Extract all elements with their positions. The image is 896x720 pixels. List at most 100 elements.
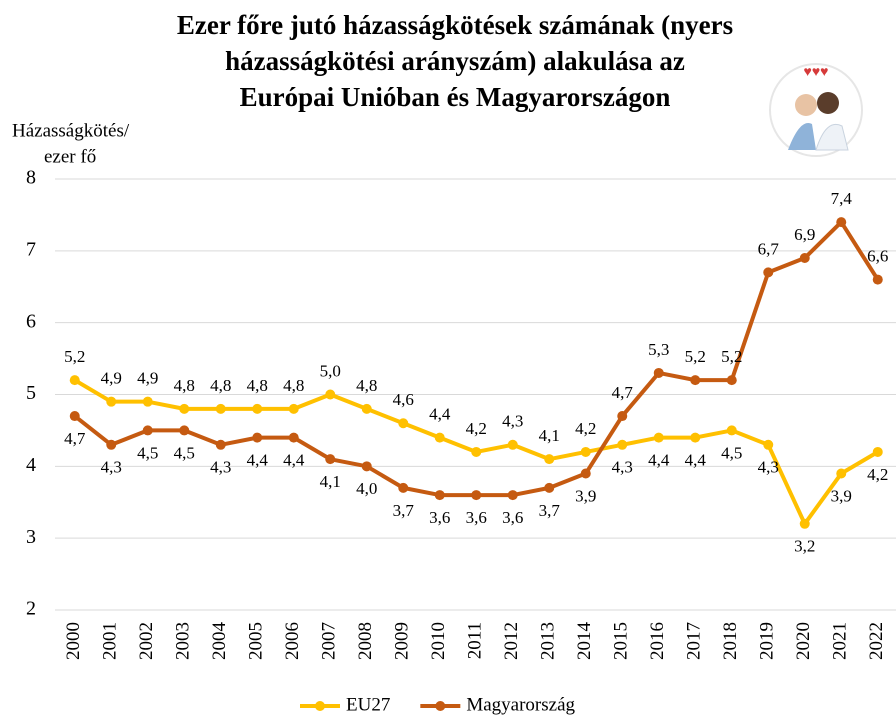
x-tick-label: 2005: [246, 622, 267, 660]
data-point: [836, 217, 847, 228]
data-label: 4,7: [612, 383, 634, 402]
data-label: 4,3: [210, 458, 231, 477]
x-tick-label: 2008: [355, 622, 376, 660]
data-label: 4,3: [758, 458, 779, 477]
y-tick-label: 6: [26, 310, 36, 332]
data-label: 4,4: [247, 451, 269, 470]
y-tick-label: 3: [26, 526, 36, 548]
data-point: [690, 375, 701, 386]
data-point: [617, 439, 628, 450]
y-tick-label: 2: [26, 598, 36, 620]
y-tick-label: 7: [26, 238, 36, 260]
couple-icon: ♥♥♥: [769, 63, 863, 157]
x-tick-label: 2003: [173, 622, 194, 660]
data-label: 6,9: [794, 225, 815, 244]
data-point: [471, 490, 482, 501]
data-point: [434, 490, 445, 501]
data-label: 4,9: [101, 369, 122, 388]
data-label: 3,6: [429, 508, 450, 527]
x-tick-label: 2009: [392, 622, 413, 660]
data-label: 5,0: [320, 361, 341, 380]
data-point: [142, 425, 153, 436]
x-tick-label: 2001: [100, 622, 121, 660]
data-label: 5,2: [721, 347, 742, 366]
x-tick-label: 2000: [63, 622, 84, 660]
x-tick-label: 2022: [866, 622, 887, 660]
x-tick-label: 2002: [136, 622, 157, 660]
x-tick-label: 2015: [611, 622, 632, 660]
chart-title: Európai Unióban és Magyarországon: [240, 82, 671, 112]
data-label: 4,4: [429, 405, 451, 424]
y-axis-label: Házasságkötés/: [12, 120, 130, 141]
data-point: [471, 446, 482, 457]
data-point: [653, 432, 664, 443]
data-label: 6,6: [867, 246, 888, 265]
data-point: [288, 403, 299, 414]
data-label: 3,7: [393, 501, 415, 520]
x-tick-label: 2010: [428, 622, 449, 660]
x-tick-label: 2011: [465, 622, 486, 659]
x-tick-label: 2020: [793, 622, 814, 660]
data-label: 3,7: [539, 501, 561, 520]
data-point: [179, 403, 190, 414]
data-label: 4,5: [137, 443, 158, 462]
data-label: 7,4: [831, 189, 853, 208]
data-point: [106, 439, 117, 450]
data-point: [69, 375, 80, 386]
y-tick-label: 5: [26, 382, 36, 404]
data-point: [872, 446, 883, 457]
data-label: 4,3: [502, 412, 523, 431]
data-point: [361, 461, 372, 472]
data-point: [726, 375, 737, 386]
data-label: 4,8: [247, 376, 268, 395]
data-point: [288, 432, 299, 443]
data-label: 5,2: [685, 347, 706, 366]
data-point: [799, 253, 810, 264]
data-point: [179, 425, 190, 436]
data-label: 4,6: [393, 390, 414, 409]
data-label: 4,5: [721, 443, 742, 462]
data-point: [507, 439, 518, 450]
data-label: 4,2: [575, 419, 596, 438]
data-label: 4,3: [612, 458, 633, 477]
data-point: [836, 468, 847, 479]
x-tick-label: 2014: [574, 622, 595, 661]
data-label: 3,6: [502, 508, 523, 527]
data-point: [398, 482, 409, 493]
legend-label: EU27: [346, 694, 390, 715]
data-label: 4,1: [539, 426, 560, 445]
legend-label: Magyarország: [466, 694, 575, 715]
data-point: [653, 367, 664, 378]
data-point: [544, 482, 555, 493]
data-label: 3,6: [466, 508, 487, 527]
data-point: [580, 446, 591, 457]
data-label: 4,4: [648, 451, 670, 470]
data-point: [763, 439, 774, 450]
data-label: 3,9: [575, 486, 596, 505]
data-label: 3,2: [794, 537, 815, 556]
x-tick-label: 2021: [830, 622, 851, 660]
data-label: 4,4: [685, 451, 707, 470]
x-tick-label: 2019: [757, 622, 778, 660]
data-point: [252, 403, 263, 414]
data-label: 4,2: [466, 419, 487, 438]
data-point: [325, 389, 336, 400]
data-label: 5,2: [64, 347, 85, 366]
data-point: [617, 411, 628, 422]
legend-marker: [435, 701, 446, 711]
data-label: 4,8: [283, 376, 304, 395]
data-point: [799, 518, 810, 529]
data-point: [252, 432, 263, 443]
x-tick-label: 2012: [501, 622, 522, 660]
data-label: 4,8: [210, 376, 231, 395]
y-tick-label: 8: [26, 167, 36, 189]
data-label: 4,4: [283, 451, 305, 470]
data-point: [544, 454, 555, 465]
data-point: [690, 432, 701, 443]
legend-marker: [315, 701, 325, 711]
x-tick-label: 2004: [209, 622, 230, 661]
data-label: 4,1: [320, 472, 341, 491]
data-point: [507, 490, 518, 501]
